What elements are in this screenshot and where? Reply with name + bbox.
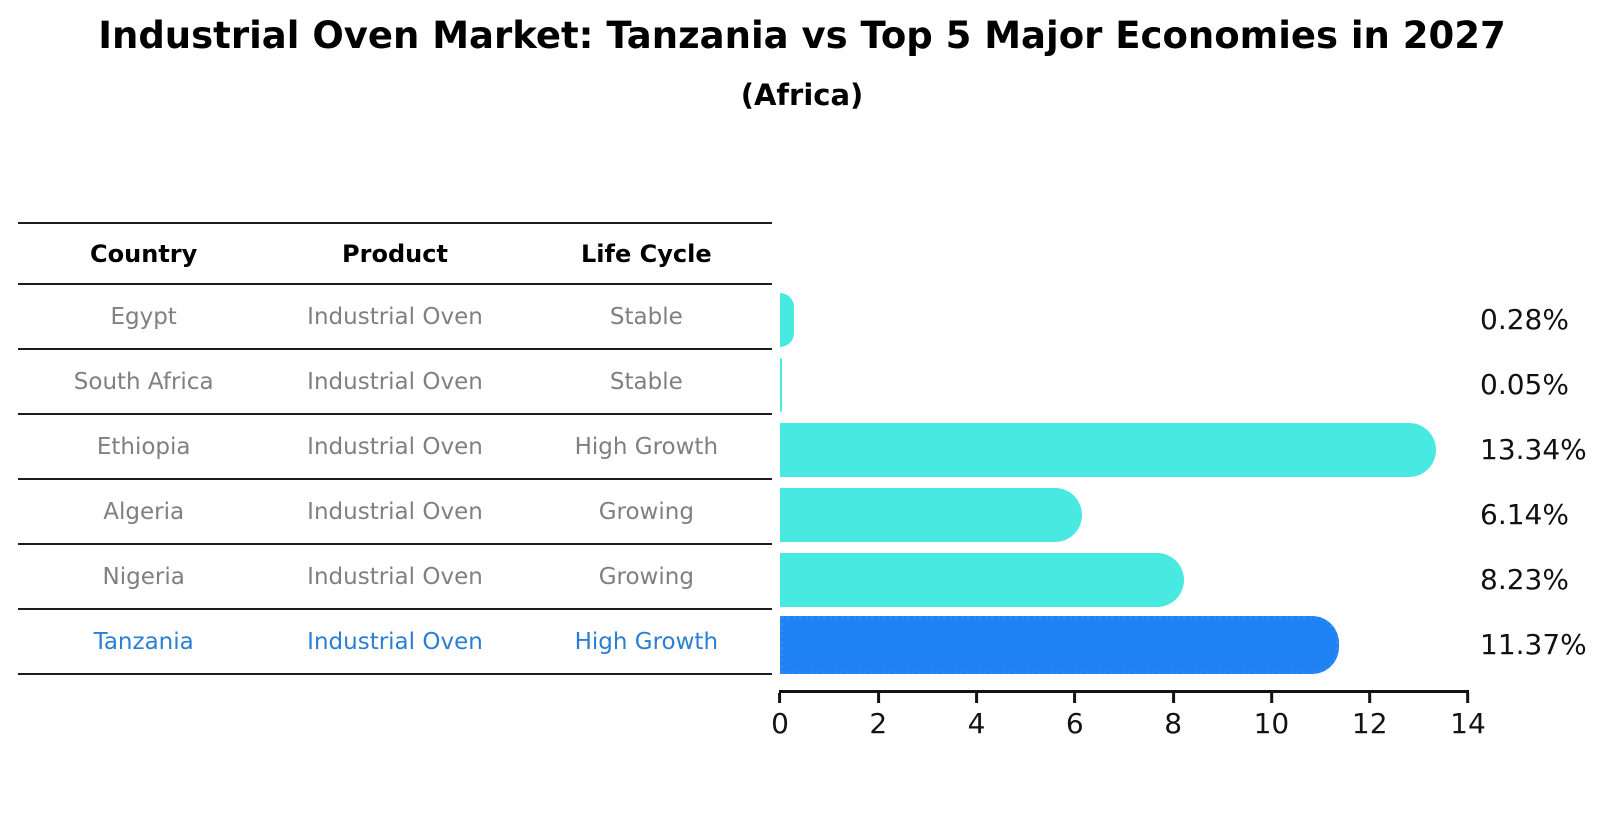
tick-mark [1368,693,1372,703]
x-tick: 0 [771,693,789,740]
tick-label: 14 [1450,707,1486,740]
x-tick: 6 [1066,693,1084,740]
table-row-algeria: Algeria Industrial Oven Growing [18,480,772,545]
value-label-column: 0.28% 0.05% 13.34% 6.14% 8.23% 11.37% [1480,287,1604,677]
tick-label: 4 [967,707,986,740]
value-label-tanzania: 11.37% [1480,628,1587,661]
tick-label: 12 [1351,707,1388,740]
bar-row [780,612,1468,677]
bar-row [780,482,1468,547]
x-tick: 2 [869,693,887,740]
lifecycle-cell: Stable [609,303,683,330]
tick-mark [1171,693,1175,703]
country-cell: Algeria [103,498,185,525]
chart-title: Industrial Oven Market: Tanzania vs Top … [98,14,1506,57]
tick-mark [1073,693,1077,703]
bar-row [780,352,1468,417]
bar-row [780,547,1468,612]
col-header-country: Country [90,239,198,268]
country-cell: Tanzania [93,628,194,655]
table-row-south-africa: South Africa Industrial Oven Stable [18,350,772,415]
country-cell: South Africa [73,368,214,395]
lifecycle-cell: Growing [598,498,694,525]
product-cell: Industrial Oven [307,628,483,655]
product-cell: Industrial Oven [307,563,483,590]
table-row-ethiopia: Ethiopia Industrial Oven High Growth [18,415,772,480]
tick-mark [1466,693,1470,703]
product-cell: Industrial Oven [307,498,483,525]
country-cell: Egypt [110,303,177,330]
product-cell: Industrial Oven [307,368,483,395]
lifecycle-cell: Stable [609,368,683,395]
col-header-lifecycle: Life Cycle [581,239,712,268]
value-label-egypt: 0.28% [1480,303,1569,336]
bar-ethiopia [780,422,1436,477]
x-tick: 4 [967,693,986,740]
value-label-ethiopia: 13.34% [1480,433,1587,466]
bar-tanzania-highlighted [780,615,1339,674]
tick-mark [778,693,782,703]
table-header-row: Country Product Life Cycle [18,222,772,285]
lifecycle-cell: High Growth [574,433,719,460]
col-header-product: Product [342,239,448,268]
table-row-nigeria: Nigeria Industrial Oven Growing [18,545,772,610]
bar-plot [780,287,1468,677]
x-tick: 10 [1253,693,1290,740]
table-row-egypt: Egypt Industrial Oven Stable [18,285,772,350]
country-cell: Ethiopia [96,433,191,460]
tick-label: 8 [1164,707,1183,740]
lifecycle-cell: Growing [598,563,694,590]
value-label-nigeria: 8.23% [1480,563,1569,596]
value-label-algeria: 6.14% [1480,498,1569,531]
bar-algeria [780,487,1082,542]
value-label-south-africa: 0.05% [1480,368,1569,401]
bar-south-africa [780,357,783,412]
bar-row [780,417,1468,482]
chart-subtitle: (Africa) [740,78,864,112]
bar-row [780,287,1468,352]
x-axis-line [779,690,1469,693]
country-table: Country Product Life Cycle Egypt Industr… [18,222,772,675]
tick-mark [975,693,979,703]
tick-label: 10 [1253,707,1290,740]
x-axis-ticks: 0 2 4 6 8 10 12 14 [771,693,1486,749]
x-tick: 8 [1164,693,1182,740]
tick-label: 0 [771,707,789,740]
x-tick: 14 [1450,693,1486,740]
bar-nigeria [780,552,1185,607]
bar-egypt [780,292,794,347]
tick-mark [876,693,880,703]
tick-label: 6 [1065,707,1084,740]
product-cell: Industrial Oven [307,303,483,330]
table-row-tanzania: Tanzania Industrial Oven High Growth [18,610,772,675]
x-tick: 12 [1352,693,1388,740]
product-cell: Industrial Oven [307,433,483,460]
lifecycle-cell: High Growth [574,628,719,655]
tick-label: 2 [869,707,888,740]
country-cell: Nigeria [102,563,185,590]
tick-mark [1269,693,1273,703]
